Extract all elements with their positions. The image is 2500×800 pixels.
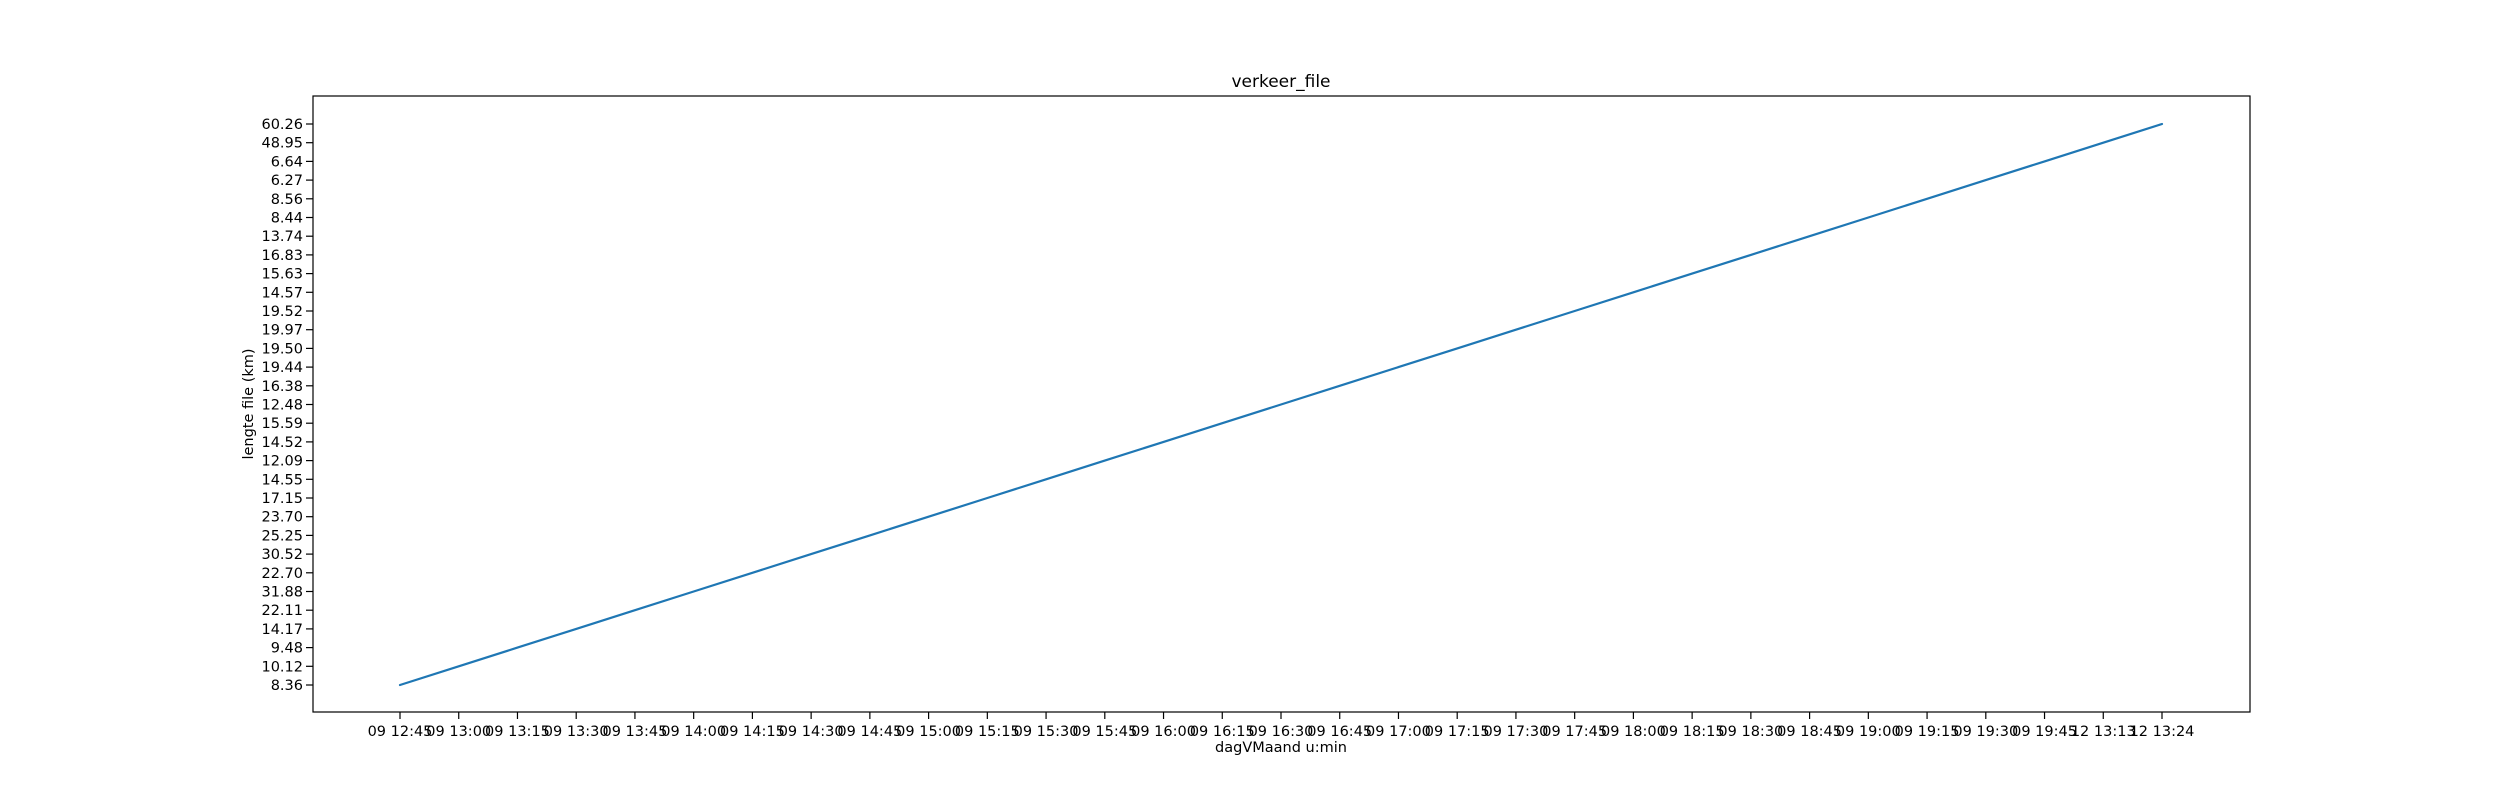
x-tick-label: 09 17:15 [1425, 724, 1490, 740]
y-tick-label: 19.50 [261, 341, 303, 357]
y-tick-label: 31.88 [261, 585, 303, 601]
y-axis-label: lengte file (km) [241, 348, 257, 459]
y-tick-label: 25.25 [261, 528, 303, 544]
y-tick-label: 9.48 [271, 641, 303, 657]
y-axis: 8.36 10.12 9.48 14.17 22.11 31.88 22.70 30.52 25… [261, 117, 313, 694]
y-tick-label: 14.57 [261, 285, 303, 301]
x-tick-label: 09 14:45 [837, 724, 902, 740]
x-tick-label: 09 16:30 [1249, 724, 1314, 740]
x-tick-label: 09 18:30 [1718, 724, 1783, 740]
x-tick-label: 12 13:24 [2130, 724, 2195, 740]
x-tick-label: 09 16:15 [1190, 724, 1255, 740]
y-tick-label: 12.09 [261, 454, 303, 470]
x-tick-label: 09 15:45 [1072, 724, 1137, 740]
x-tick-label: 09 16:45 [1307, 724, 1372, 740]
y-tick-label: 14.52 [261, 435, 303, 451]
x-tick-label: 09 15:30 [1014, 724, 1079, 740]
y-tick-label: 19.97 [261, 323, 303, 339]
y-tick-label: 8.36 [271, 678, 303, 694]
y-tick-label: 48.95 [261, 136, 303, 152]
x-tick-label: 09 15:00 [896, 724, 961, 740]
y-tick-label: 15.59 [261, 416, 303, 432]
y-tick-label: 17.15 [261, 491, 303, 507]
x-tick-label: 09 17:45 [1542, 724, 1607, 740]
series-line [398, 122, 2164, 687]
x-tick-label: 09 17:00 [1366, 724, 1431, 740]
y-tick-label: 22.70 [261, 566, 303, 582]
x-tick-label: 09 18:15 [1660, 724, 1725, 740]
y-tick-label: 6.64 [271, 154, 303, 170]
y-tick-label: 15.63 [261, 267, 303, 283]
y-tick-label: 19.44 [261, 360, 303, 376]
x-tick-label: 09 16:00 [1131, 724, 1196, 740]
x-axis-label: dagVMaand u:min [1215, 740, 1347, 756]
y-tick-label: 14.17 [261, 622, 303, 638]
y-tick-label: 6.27 [271, 173, 303, 189]
y-tick-label: 22.11 [261, 603, 303, 619]
y-tick-label: 8.56 [271, 192, 303, 208]
x-tick-label: 09 17:30 [1484, 724, 1549, 740]
x-tick-label: 09 19:00 [1836, 724, 1901, 740]
x-tick-label: 09 14:00 [661, 724, 726, 740]
x-tick-label: 09 18:00 [1601, 724, 1666, 740]
x-tick-label: 09 14:30 [779, 724, 844, 740]
x-tick-label: 09 13:15 [485, 724, 550, 740]
x-tick-label: 09 15:15 [955, 724, 1020, 740]
x-tick-label: 09 13:00 [426, 724, 491, 740]
y-tick-label: 16.83 [261, 248, 303, 264]
y-tick-label: 14.55 [261, 472, 303, 488]
y-tick-label: 10.12 [261, 659, 303, 675]
y-tick-label: 19.52 [261, 304, 303, 320]
y-tick-label: 16.38 [261, 379, 303, 395]
y-tick-label: 12.48 [261, 398, 303, 414]
x-tick-label: 09 19:45 [2012, 724, 2077, 740]
x-tick-label: 09 13:45 [603, 724, 668, 740]
chart-title: verkeer_file [1231, 72, 1330, 92]
x-tick-label: 09 18:45 [1777, 724, 1842, 740]
y-tick-label: 13.74 [261, 229, 303, 245]
x-tick-label: 09 19:15 [1895, 724, 1960, 740]
y-tick-label: 8.44 [271, 211, 303, 227]
plot-frame [312, 95, 2251, 713]
y-tick-label: 23.70 [261, 510, 303, 526]
x-tick-label: 09 13:30 [544, 724, 609, 740]
x-tick-label: 09 19:30 [1953, 724, 2018, 740]
x-tick-label: 09 14:15 [720, 724, 785, 740]
y-tick-label: 30.52 [261, 547, 303, 563]
x-tick-label: 09 12:45 [368, 724, 433, 740]
x-tick-label: 12 13:13 [2071, 724, 2136, 740]
y-tick-label: 60.26 [261, 117, 303, 133]
